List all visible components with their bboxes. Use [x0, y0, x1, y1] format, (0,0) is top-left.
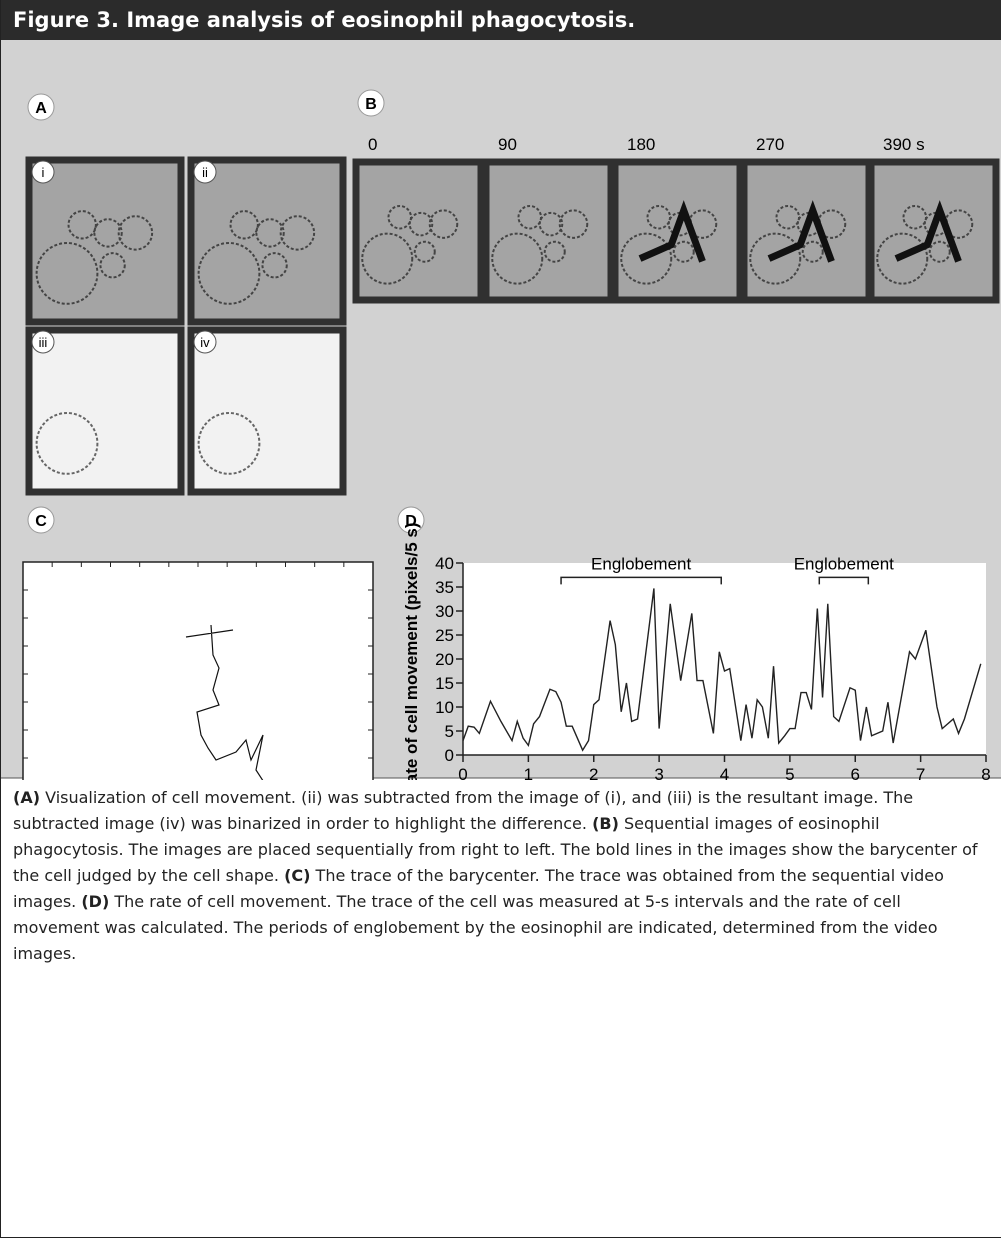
micrograph: [29, 330, 181, 492]
panel-sublabel: iii: [39, 335, 48, 350]
y-tick-label: 0: [445, 746, 454, 765]
caption-label: (B): [592, 814, 619, 833]
y-tick-label: 25: [435, 626, 454, 645]
x-tick-label: 0: [458, 765, 467, 780]
figure-page: Figure 3. Image analysis of eosinophil p…: [0, 0, 1001, 1238]
micrograph: [191, 330, 343, 492]
y-tick-label: 5: [445, 722, 454, 741]
panel-label: B: [365, 96, 377, 113]
time-label: 0: [368, 135, 377, 154]
caption-label: (A): [13, 788, 40, 807]
x-tick-label: 7: [916, 765, 925, 780]
micrograph: [191, 160, 343, 322]
x-tick-label: 5: [785, 765, 794, 780]
time-label: 180: [627, 135, 655, 154]
y-tick-label: 20: [435, 650, 454, 669]
caption-label: (C): [284, 866, 310, 885]
y-axis-label: Rate of cell movement (pixels/5 s): [402, 522, 421, 780]
y-tick-label: 35: [435, 578, 454, 597]
caption: (A) Visualization of cell movement. (ii)…: [13, 785, 988, 967]
x-tick-label: 8: [981, 765, 990, 780]
caption-label: (D): [81, 892, 109, 911]
x-tick-label: 6: [851, 765, 860, 780]
annotation: Englobement: [794, 554, 894, 573]
annotation: Englobement: [591, 554, 691, 573]
y-tick-label: 30: [435, 602, 454, 621]
panel-sublabel: i: [42, 165, 45, 180]
micrograph: [29, 160, 181, 322]
x-tick-label: 3: [654, 765, 663, 780]
figure-title: Figure 3. Image analysis of eosinophil p…: [1, 0, 1001, 40]
x-tick-label: 4: [720, 765, 729, 780]
panel-sublabel: iv: [200, 335, 210, 350]
panel-sublabel: ii: [202, 165, 208, 180]
caption-text: The rate of cell movement. The trace of …: [13, 892, 938, 963]
trace-panel: [23, 562, 373, 780]
time-label: 390 s: [883, 135, 925, 154]
panel-label: C: [35, 513, 47, 530]
y-tick-label: 10: [435, 698, 454, 717]
x-tick-label: 1: [524, 765, 533, 780]
y-tick-label: 40: [435, 554, 454, 573]
panel-label: A: [35, 100, 47, 117]
trace-frame: [23, 562, 373, 780]
y-tick-label: 15: [435, 674, 454, 693]
time-label: 90: [498, 135, 517, 154]
time-label: 270: [756, 135, 784, 154]
x-tick-label: 2: [589, 765, 598, 780]
